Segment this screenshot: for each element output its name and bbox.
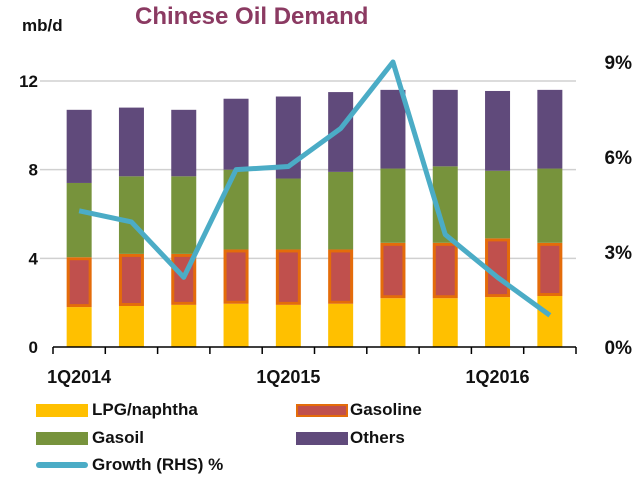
bar-gasoline [66,257,92,308]
legend-label-others: Others [350,428,405,447]
y-axis-label: mb/d [22,16,63,35]
chart-title: Chinese Oil Demand [135,3,369,30]
y2-tick-label: 0% [605,338,633,359]
bar-lpg-naphtha [328,303,354,347]
bar-gasoline [432,242,458,299]
bar-others [223,98,249,170]
legend-swatch-others [296,432,348,445]
bar-gasoline [328,249,354,304]
bar-gasoil [275,178,301,250]
y-tick-label: 4 [29,249,39,268]
y-tick-label: 12 [19,72,38,91]
bar-gasoil [380,168,406,243]
legend-swatch-gasoline [296,404,348,417]
bar-lpg-naphtha [223,303,249,347]
bar-gasoil [328,171,354,250]
growth-line [78,59,552,318]
y2-tick-label: 9% [605,53,633,74]
bar-gasoline [537,242,563,297]
bar-gasoil [171,176,197,254]
legend-label-gasoline: Gasoline [350,400,422,419]
bar-others [380,89,406,169]
legend-swatch-lpg [36,404,88,417]
bar-gasoline [275,249,301,305]
bar-others [118,107,144,177]
bar-gasoline [380,242,406,299]
legend-swatch-gasoil [36,432,88,445]
legend-swatch-growth [36,462,88,468]
bar-lpg-naphtha [66,307,92,347]
legend-label-gasoil: Gasoil [92,428,144,447]
bar-others [66,109,92,183]
bar-lpg-naphtha [537,296,563,347]
y-tick-label: 0 [29,338,38,357]
y-tick-label: 8 [29,161,38,180]
bar-lpg-naphtha [275,304,301,347]
bar-gasoil [66,182,92,258]
bar-gasoline [223,249,249,304]
bar-gasoil [537,168,563,243]
bar-lpg-naphtha [171,304,197,347]
bar-others [432,89,458,167]
plot-area: 0 4 8 12 0% 3% 6% 9% 1Q2014 1Q2015 1Q2016 [19,53,633,387]
bar-lpg-naphtha [118,305,144,347]
bar-others [485,90,511,171]
y2-tick-label: 6% [605,148,633,169]
bar-lpg-naphtha [485,297,511,347]
legend-label-growth: Growth (RHS) % [92,455,224,474]
legend-label-lpg: LPG/naphtha [92,400,198,419]
x-tick-label: 1Q2016 [466,367,530,387]
bar-others [537,89,563,169]
bar-others [171,109,197,177]
bar-gasoil [223,169,249,250]
bar-lpg-naphtha [432,298,458,347]
bar-lpg-naphtha [380,298,406,347]
bar-gasoline [118,253,144,306]
bar-gasoil [485,170,511,239]
y2-tick-label: 3% [605,243,633,264]
x-tick-label: 1Q2015 [256,367,320,387]
bar-gasoil [118,176,144,254]
x-tick-label: 1Q2014 [47,367,111,387]
bar-gasoline [485,238,511,298]
